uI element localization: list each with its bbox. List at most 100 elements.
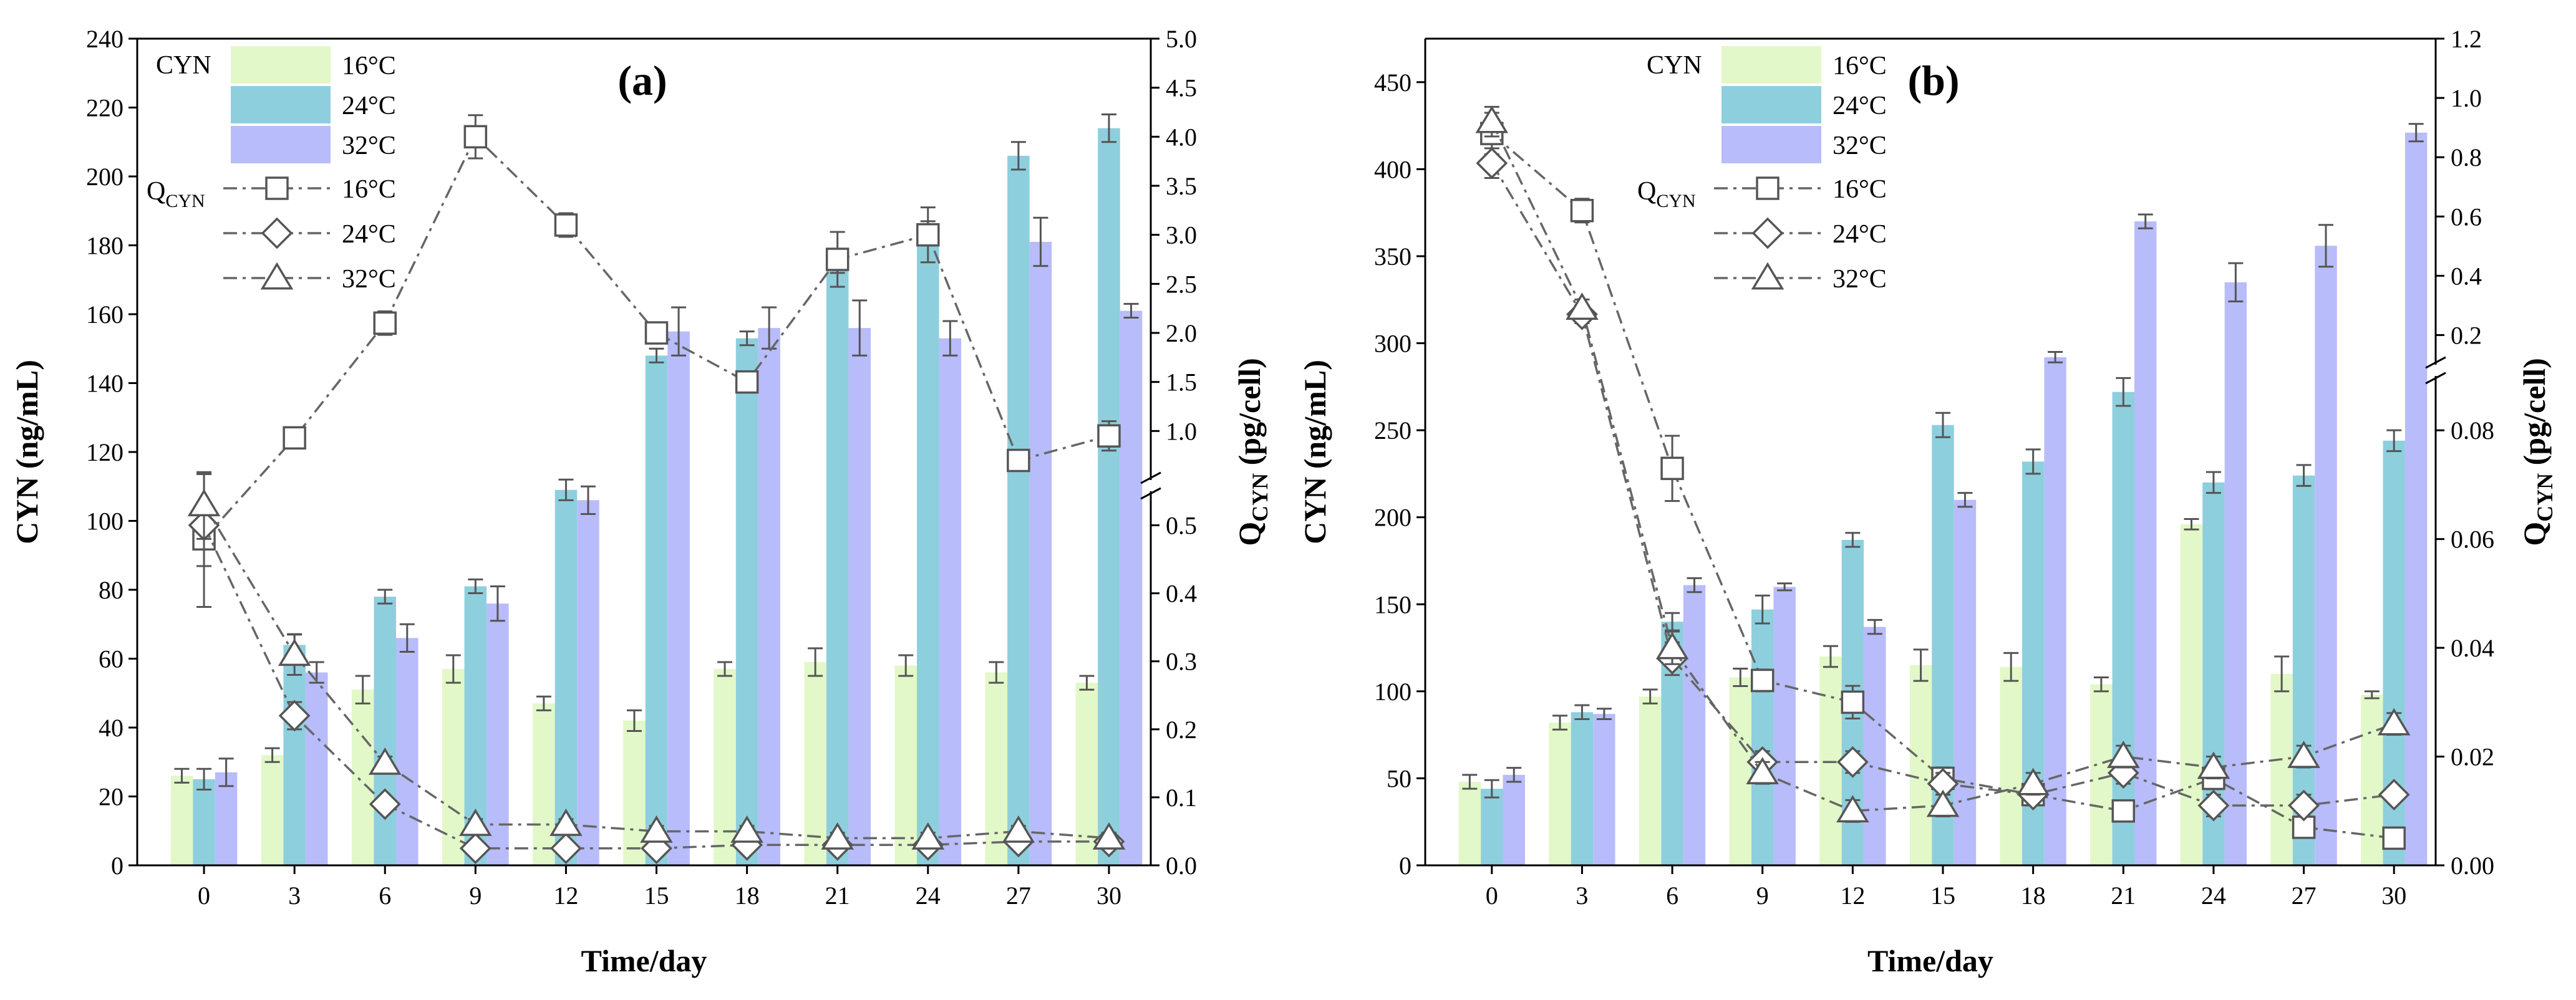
q-marker <box>1566 292 1599 320</box>
q-marker <box>2107 757 2139 789</box>
right-tick-label: 1.0 <box>1166 417 1197 445</box>
bar <box>1549 723 1571 865</box>
legend-swatch <box>1721 126 1821 163</box>
legend-marker <box>260 262 294 290</box>
bar <box>804 662 826 865</box>
legend-label: 32°C <box>1833 265 1887 294</box>
q-line <box>203 504 1110 840</box>
bar <box>2361 695 2383 865</box>
x-tick-label: 24 <box>2201 882 2226 910</box>
bar <box>283 645 306 865</box>
bar <box>2090 684 2113 865</box>
x-tick-label: 3 <box>1576 882 1588 910</box>
q-marker <box>463 125 488 149</box>
bar <box>2000 666 2022 865</box>
right-tick-label: 3.5 <box>1166 172 1197 200</box>
q-marker <box>1836 795 1869 823</box>
bar <box>1751 609 1774 865</box>
q-marker <box>550 832 582 865</box>
bar <box>894 665 917 865</box>
q-marker <box>373 311 397 335</box>
q-marker <box>1836 746 1869 778</box>
legend-label: 24°C <box>1833 92 1887 120</box>
panel-label: (a) <box>617 57 667 104</box>
axis-break-mark <box>1140 471 1161 484</box>
right-tick-label: 0.04 <box>2451 634 2494 662</box>
bar <box>554 489 578 865</box>
left-axis-title: CYN (ng/mL) <box>1297 360 1332 544</box>
x-tick-label: 12 <box>1840 882 1865 910</box>
bar <box>939 338 962 865</box>
right-axis-title-q: Q <box>2517 522 2552 546</box>
right-tick-label: 1.0 <box>2451 84 2482 112</box>
q-marker <box>644 321 669 345</box>
left-tick-label: 180 <box>86 232 123 260</box>
right-tick-label: 2.0 <box>1166 319 1197 347</box>
bar <box>1007 155 1030 866</box>
x-tick-label: 18 <box>735 882 760 910</box>
x-tick-label: 27 <box>2292 882 2317 910</box>
q-marker <box>1660 456 1684 481</box>
x-tick-label: 21 <box>825 882 850 910</box>
left-tick-label: 200 <box>1374 504 1411 532</box>
bar <box>2315 246 2337 866</box>
legend-label: 24°C <box>342 92 396 120</box>
left-tick-label: 0 <box>1399 852 1411 880</box>
legend-label: 24°C <box>342 220 396 249</box>
bar <box>170 776 193 865</box>
bar <box>1571 712 1594 865</box>
x-tick-label: 27 <box>1006 882 1031 910</box>
q-marker <box>641 832 672 865</box>
left-tick-label: 80 <box>99 576 123 604</box>
legend-line-title: QCYN <box>1637 177 1696 211</box>
bar <box>2404 132 2428 866</box>
right-tick-label: 0.6 <box>2451 203 2482 231</box>
right-tick-label: 0.4 <box>2451 262 2482 290</box>
left-tick-label: 140 <box>86 370 123 398</box>
bar <box>667 331 690 865</box>
legend-swatch <box>1721 46 1821 84</box>
left-tick-label: 20 <box>99 783 123 811</box>
bar <box>645 355 668 865</box>
bar <box>1909 665 1932 865</box>
q-marker <box>1570 199 1594 223</box>
bar <box>2224 282 2247 865</box>
panel-b: 0501001502002503003504004500.000.020.040… <box>1297 25 2557 978</box>
q-marker <box>735 370 759 394</box>
x-tick-label: 15 <box>1930 882 1955 910</box>
q-marker <box>2382 826 2406 850</box>
q-marker <box>2377 708 2411 736</box>
left-tick-label: 100 <box>86 507 123 536</box>
right-tick-label: 0.2 <box>2451 321 2482 349</box>
bar <box>735 338 758 865</box>
left-tick-label: 40 <box>99 714 123 742</box>
right-tick-label: 1.5 <box>1166 368 1197 397</box>
q-marker <box>1097 424 1121 448</box>
legend-label: 16°C <box>342 52 396 80</box>
axis-break-mark <box>2425 372 2446 385</box>
right-tick-label: 0.4 <box>1166 580 1197 608</box>
legend-swatch <box>1721 86 1821 123</box>
legend-marker <box>1751 262 1784 290</box>
bar <box>193 779 215 865</box>
bar <box>2112 392 2135 865</box>
x-tick-label: 30 <box>1097 882 1121 910</box>
q-marker <box>1926 789 1960 817</box>
x-tick-label: 6 <box>379 882 391 910</box>
x-tick-label: 12 <box>553 882 578 910</box>
bar <box>2134 221 2157 866</box>
q-marker <box>459 809 492 836</box>
right-axis-title-unit: (pg/cell) <box>2517 358 2552 473</box>
q-marker <box>2197 751 2230 779</box>
right-tick-label: 0.0 <box>1166 852 1197 880</box>
left-tick-label: 220 <box>86 94 123 122</box>
x-tick-label: 18 <box>2021 882 2046 910</box>
bar <box>758 328 780 865</box>
legend-label: 32°C <box>342 265 396 294</box>
q-marker <box>1475 105 1509 133</box>
q-marker <box>825 248 850 271</box>
q-line <box>203 135 1110 540</box>
bar <box>1458 782 1481 865</box>
q-marker <box>368 747 402 775</box>
